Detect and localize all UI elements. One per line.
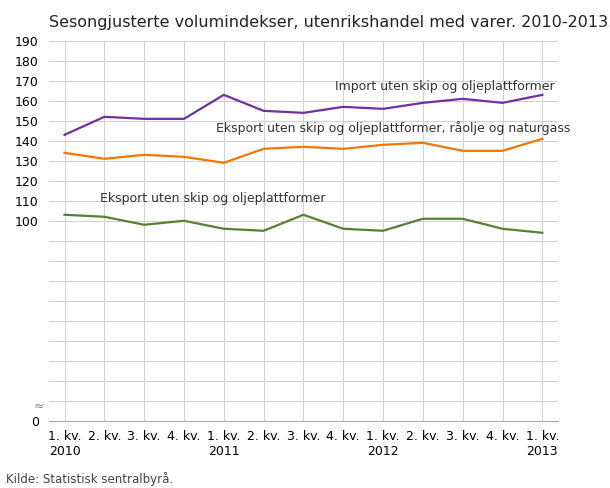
Text: Eksport uten skip og oljeplattformer, råolje og naturgass: Eksport uten skip og oljeplattformer, rå…: [216, 121, 570, 135]
Text: Kilde: Statistisk sentralbyrå.: Kilde: Statistisk sentralbyrå.: [6, 471, 173, 486]
Text: Eksport uten skip og oljeplattformer: Eksport uten skip og oljeplattformer: [101, 192, 326, 205]
Text: Sesongjusterte volumindekser, utenrikshandel med varer. 2010-2013. 2000=100: Sesongjusterte volumindekser, utenriksha…: [49, 15, 610, 30]
Text: ≈: ≈: [34, 400, 44, 413]
Text: Import uten skip og oljeplattformer: Import uten skip og oljeplattformer: [336, 80, 555, 93]
